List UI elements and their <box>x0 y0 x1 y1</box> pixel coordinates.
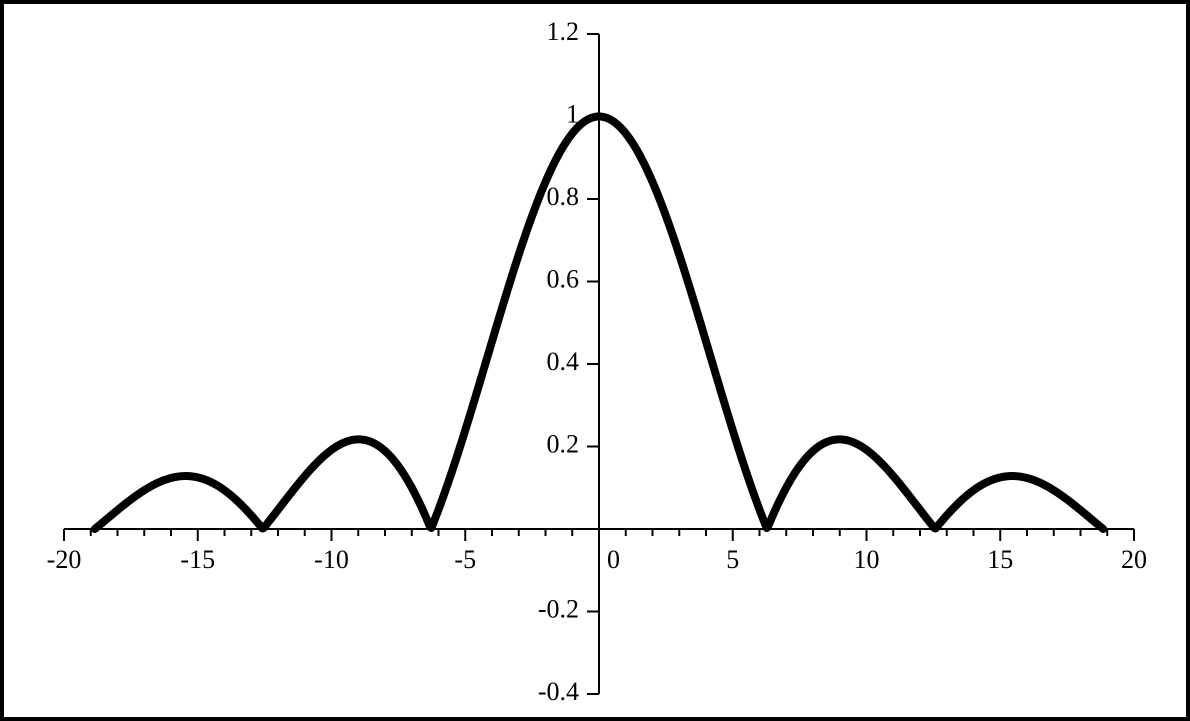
svg-text:-20: -20 <box>47 545 82 574</box>
svg-text:0: 0 <box>607 545 620 574</box>
svg-text:-10: -10 <box>314 545 349 574</box>
svg-text:0.8: 0.8 <box>547 182 580 211</box>
svg-text:20: 20 <box>1121 545 1147 574</box>
svg-text:0.4: 0.4 <box>547 347 580 376</box>
svg-text:0.6: 0.6 <box>547 264 580 293</box>
svg-text:-5: -5 <box>454 545 476 574</box>
svg-text:15: 15 <box>987 545 1013 574</box>
svg-text:1.2: 1.2 <box>547 17 580 46</box>
svg-text:0.2: 0.2 <box>547 429 580 458</box>
svg-text:5: 5 <box>726 545 739 574</box>
svg-text:-15: -15 <box>180 545 215 574</box>
svg-text:10: 10 <box>854 545 880 574</box>
svg-text:-0.4: -0.4 <box>538 677 579 706</box>
chart-frame: -20 -15 -10 -5 0 5 10 15 20 -0.4 -0.2 0.2 0.4 0.6 0.8 1… <box>0 0 1190 721</box>
svg-text:-0.2: -0.2 <box>538 594 579 623</box>
chart-svg: -20 -15 -10 -5 0 5 10 15 20 -0.4 -0.2 0.2 0.4 0.6 0.8 1… <box>4 4 1186 717</box>
